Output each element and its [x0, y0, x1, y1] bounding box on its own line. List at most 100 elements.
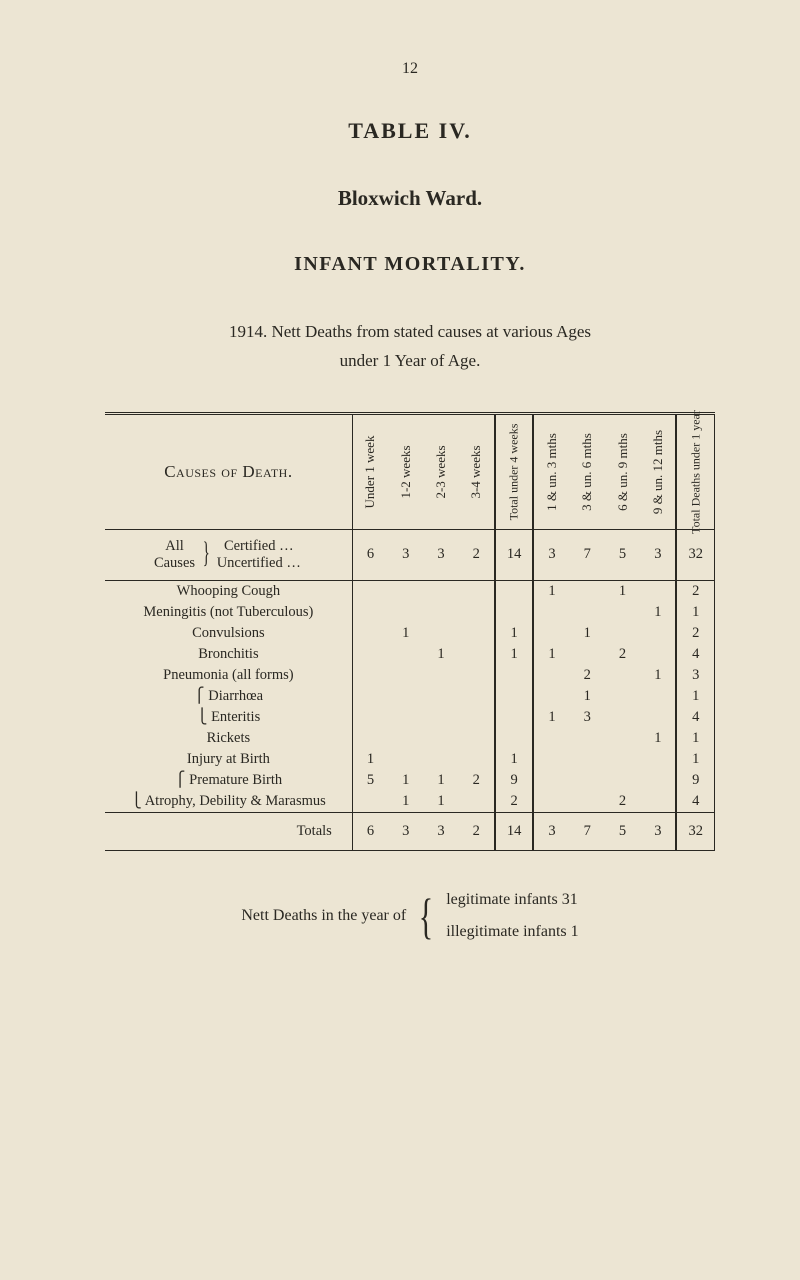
brace-icon: {: [418, 896, 435, 936]
nett-line-1: legitimate infants 31: [446, 891, 578, 909]
cause-cell: Convulsions: [105, 623, 352, 644]
data-cell: [533, 791, 569, 813]
data-cell: [570, 728, 605, 749]
table-label: TABLE IV.: [90, 118, 730, 144]
data-cell: [640, 644, 676, 665]
header-col-7-label: 6 & un. 9 mths: [615, 433, 631, 511]
data-cell: 2: [676, 623, 714, 644]
data-cell: 1: [423, 644, 458, 665]
data-cell: [459, 728, 495, 749]
data-cell: 5: [352, 770, 388, 791]
header-col-1-label: 1-2 weeks: [398, 445, 414, 498]
data-cell: [533, 686, 569, 707]
header-col-0-label: Under 1 week: [362, 435, 378, 508]
header-col-4-label: Total under 4 weeks: [507, 423, 522, 520]
data-cell: [533, 728, 569, 749]
data-cell: [423, 749, 458, 770]
totals-row: Totals 6 3 3 2 14 3 7 5 3 32: [105, 812, 715, 850]
nett-line-2: illegitimate infants 1: [446, 923, 578, 941]
data-cell: [388, 707, 423, 728]
data-cell: 4: [676, 791, 714, 813]
data-cell: 1: [533, 707, 569, 728]
data-cell: [459, 707, 495, 728]
data-cell: [352, 623, 388, 644]
data-cell: 1: [388, 623, 423, 644]
table-row: ⎩ Atrophy, Debility & Marasmus11224: [105, 791, 715, 813]
data-cell: 1: [640, 665, 676, 686]
header-col-9: Total Deaths under 1 year: [676, 413, 714, 529]
summary-causes: Causes: [154, 555, 195, 571]
data-cell: [640, 686, 676, 707]
data-cell: [423, 602, 458, 623]
data-cell: 1: [676, 749, 714, 770]
cause-cell: Bronchitis: [105, 644, 352, 665]
summary-uncertified: Uncertified: [217, 555, 283, 571]
table-row: Meningitis (not Tuberculous)11: [105, 602, 715, 623]
data-cell: 1: [676, 728, 714, 749]
data-cell: [640, 749, 676, 770]
data-cell: [459, 749, 495, 770]
data-cell: 1: [388, 770, 423, 791]
mortality-table: Causes of Death. Under 1 week 1-2 weeks …: [105, 412, 715, 851]
summary-v1: 3: [388, 529, 423, 580]
data-cell: [459, 623, 495, 644]
data-cell: [352, 728, 388, 749]
totals-label: Totals: [105, 812, 352, 850]
cause-cell: Whooping Cough: [105, 580, 352, 602]
header-col-4: Total under 4 weeks: [495, 413, 533, 529]
header-col-3-label: 3-4 weeks: [468, 445, 484, 498]
cause-cell: Rickets: [105, 728, 352, 749]
summary-row: All Causes } Certified … Uncertified … 6…: [105, 529, 715, 580]
table-header-row: Causes of Death. Under 1 week 1-2 weeks …: [105, 413, 715, 529]
data-cell: [388, 665, 423, 686]
data-cell: [533, 749, 569, 770]
table-row: Convulsions1112: [105, 623, 715, 644]
data-cell: 3: [676, 665, 714, 686]
nett-lead: Nett Deaths in the year of: [241, 907, 406, 925]
cause-cell: ⎩ Atrophy, Debility & Marasmus: [105, 791, 352, 813]
data-cell: [352, 602, 388, 623]
summary-v6: 7: [570, 529, 605, 580]
data-cell: [605, 749, 640, 770]
data-cell: [605, 623, 640, 644]
cause-cell: Meningitis (not Tuberculous): [105, 602, 352, 623]
statement: 1914. Nett Deaths from stated causes at …: [150, 318, 670, 376]
data-cell: [570, 644, 605, 665]
header-col-0: Under 1 week: [352, 413, 388, 529]
data-cell: 4: [676, 707, 714, 728]
totals-v8: 3: [640, 812, 676, 850]
data-cell: 2: [459, 770, 495, 791]
table-row: Injury at Birth111: [105, 749, 715, 770]
data-cell: [605, 707, 640, 728]
data-cell: 4: [676, 644, 714, 665]
data-cell: [423, 686, 458, 707]
data-cell: [388, 728, 423, 749]
data-cell: [640, 770, 676, 791]
statement-line-2: under 1 Year of Age.: [340, 351, 481, 370]
data-cell: [495, 728, 533, 749]
data-cell: [388, 749, 423, 770]
cause-cell: ⎩ Enteritis: [105, 707, 352, 728]
data-cell: [352, 580, 388, 602]
data-cell: [605, 728, 640, 749]
header-col-6: 3 & un. 6 mths: [570, 413, 605, 529]
summary-cause: All Causes } Certified … Uncertified …: [105, 529, 352, 580]
data-cell: [495, 580, 533, 602]
data-cell: 1: [495, 749, 533, 770]
data-cell: [570, 770, 605, 791]
data-cell: [423, 665, 458, 686]
data-cell: [423, 623, 458, 644]
data-cell: 1: [640, 728, 676, 749]
table-row: ⎩ Enteritis134: [105, 707, 715, 728]
data-cell: 1: [676, 602, 714, 623]
data-cell: [388, 580, 423, 602]
summary-v9: 32: [676, 529, 714, 580]
totals-v9: 32: [676, 812, 714, 850]
cause-cell: Pneumonia (all forms): [105, 665, 352, 686]
cause-cell: ⎧ Premature Birth: [105, 770, 352, 791]
data-cell: [605, 770, 640, 791]
header-col-6-label: 3 & un. 6 mths: [579, 433, 595, 511]
totals-v7: 5: [605, 812, 640, 850]
data-cell: [352, 686, 388, 707]
data-cell: [605, 602, 640, 623]
